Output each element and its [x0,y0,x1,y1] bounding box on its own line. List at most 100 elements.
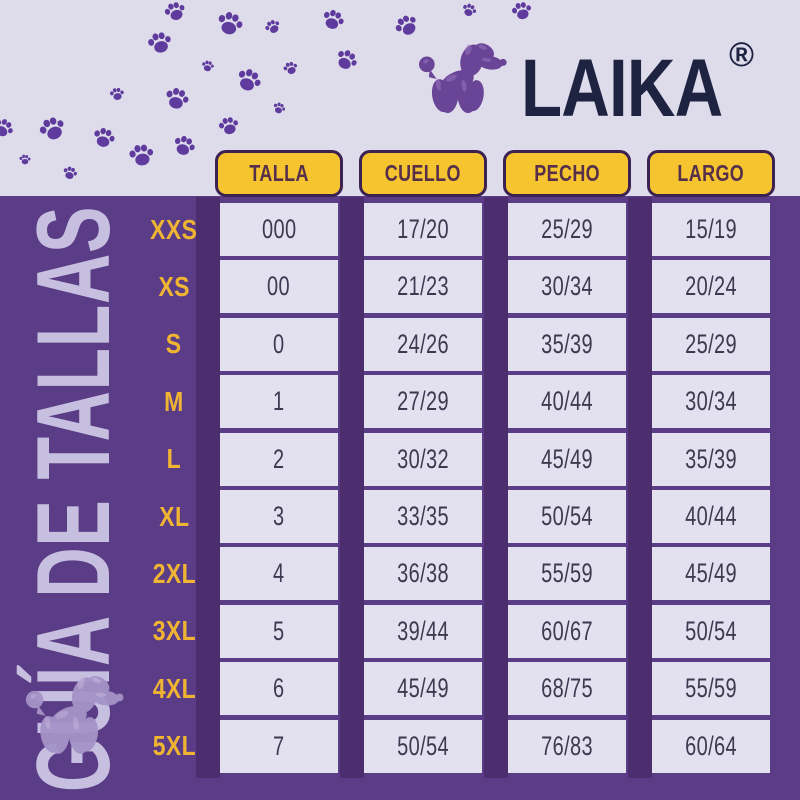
row-label-m: M [133,375,215,428]
row-label-xxs: XXS [133,203,215,256]
paw-print-icon [39,117,64,140]
table-cell-value: 4 [273,558,285,589]
column-header-label: PECHO [534,160,600,186]
table-cell-value: 55/59 [685,673,737,704]
table-cell-value: 50/54 [397,730,449,761]
paw-print-icon [283,61,297,75]
table-cell-4xl-cuello: 45/49 [364,662,482,716]
table-cell-4xl-largo: 55/59 [652,662,770,716]
table-cell-value: 20/24 [685,271,737,302]
paw-print-icon [0,119,13,137]
row-label-3xl: 3XL [133,605,215,658]
paw-print-icon [94,127,115,147]
table-cell-value: 00 [267,271,291,302]
paw-print-icon [218,117,238,135]
table-cell-5xl-cuello: 50/54 [364,719,482,773]
brand-name: LAIKA [521,43,723,134]
table-cell-xs-pecho: 30/34 [508,260,626,314]
paw-print-icon [281,59,301,82]
row-label-l: L [133,433,215,486]
paw-print-icon [161,0,190,29]
table-cell-value: 0 [273,328,285,359]
table-cell-3xl-pecho: 60/67 [508,604,626,658]
column-stripe [196,197,220,778]
table-cell-value: 24/26 [397,328,449,359]
table-cell-value: 15/19 [685,214,737,244]
table-cell-xl-largo: 40/44 [652,490,770,543]
table-cell-xl-cuello: 33/35 [364,490,482,543]
column-header-cuello: CUELLO [359,150,487,197]
row-label-text: XXS [150,213,198,245]
table-cell-s-pecho: 35/39 [508,317,626,371]
table-cell-value: 30/32 [397,443,449,474]
paw-print-icon [329,45,362,79]
row-label-xs: XS [133,260,215,313]
table-cell-value: 60/64 [685,730,737,761]
table-cell-xl-talla: 3 [220,490,338,543]
paw-print-icon [145,28,176,61]
table-cell-l-cuello: 30/32 [364,432,482,486]
paw-print-icon [265,20,280,33]
paw-print-icon [213,8,247,43]
paw-print-icon [35,112,72,150]
table-cell-s-cuello: 24/26 [364,317,482,371]
paw-print-icon [0,114,18,145]
column-header-talla: TALLA [215,150,343,197]
paw-print-icon [262,16,286,41]
table-cell-4xl-talla: 6 [220,662,338,716]
table-cell-value: 76/83 [541,730,593,761]
paw-print-icon [230,64,266,101]
row-label-2xl: 2XL [133,547,215,600]
column-header-pecho: PECHO [503,150,631,197]
paw-print-icon [127,141,158,173]
row-label-text: L [166,443,182,475]
table-cell-s-talla: 0 [220,317,338,371]
table-cell-value: 6 [273,673,285,704]
column-header-label: TALLA [249,160,309,186]
paw-print-icon [19,152,31,170]
row-label-text: M [164,385,184,417]
paw-print-icon [273,102,285,114]
paw-print-icon [89,124,118,155]
table-cell-2xl-talla: 4 [220,547,338,601]
registered-trademark-icon: ® [729,36,755,74]
table-cell-xs-cuello: 21/23 [364,260,482,314]
table-cell-m-talla: 1 [220,375,338,429]
table-cell-value: 36/38 [397,558,449,589]
table-cell-value: 7 [273,730,285,761]
table-cell-value: 27/29 [397,386,449,417]
table-cell-value: 68/75 [541,673,593,704]
table-cell-value: 50/54 [685,615,737,646]
column-header-label: LARGO [677,160,745,186]
paw-print-icon [338,50,357,69]
table-cell-value: 35/39 [685,443,737,474]
table-cell-value: 33/35 [397,501,449,531]
table-cell-value: 45/49 [397,673,449,704]
table-cell-value: 30/34 [541,271,593,302]
table-cell-xs-talla: 00 [220,260,338,314]
row-label-text: 4XL [152,672,196,704]
table-cell-3xl-cuello: 39/44 [364,604,482,658]
table-cell-2xl-pecho: 55/59 [508,547,626,601]
table-cell-value: 3 [273,501,285,531]
table-cell-l-largo: 35/39 [652,432,770,486]
table-cell-m-largo: 30/34 [652,375,770,429]
table-cell-5xl-pecho: 76/83 [508,719,626,773]
table-cell-2xl-largo: 45/49 [652,547,770,601]
row-label-text: 2XL [152,557,196,589]
column-header-label: CUELLO [384,160,462,186]
paw-print-icon [164,2,185,21]
table-cell-2xl-cuello: 36/38 [364,547,482,601]
paw-print-icon [19,154,31,165]
row-label-s: S [133,318,215,371]
table-cell-xxs-pecho: 25/29 [508,203,626,256]
table-cell-value: 1 [273,386,285,417]
paw-print-icon [395,15,416,35]
paw-print-icon [200,58,216,78]
paw-print-icon [109,86,127,107]
paw-print-icon [166,87,189,109]
table-cell-value: 50/54 [541,501,593,531]
table-cell-value: 25/29 [541,214,593,244]
table-cell-5xl-talla: 7 [220,719,338,773]
